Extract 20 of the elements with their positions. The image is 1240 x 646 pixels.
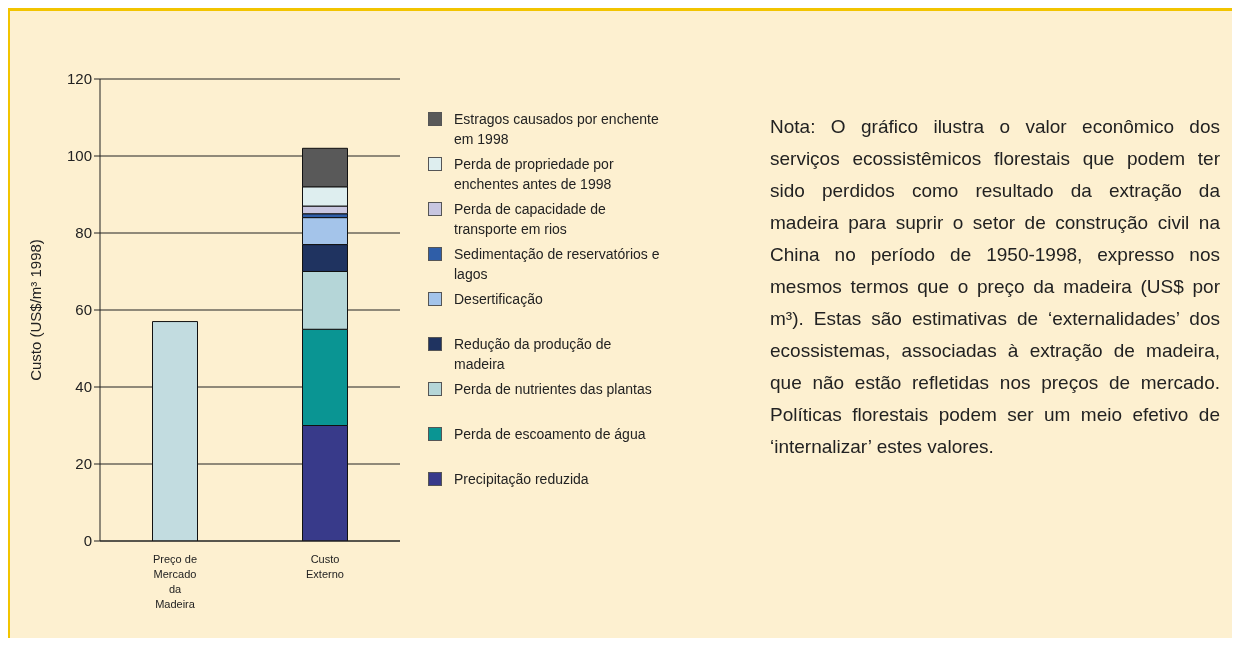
legend-label: Perda de capacidade de transporte em rios bbox=[454, 200, 607, 239]
legend-label: Perda de escoamento de água bbox=[454, 425, 647, 444]
legend-label: Redução da produção de madeira bbox=[454, 335, 613, 374]
legend-label: Estragos causados por enchente em 1998 bbox=[454, 110, 660, 149]
legend-label: Precipitação reduzida bbox=[454, 470, 590, 489]
y-tick-label: 60 bbox=[75, 301, 92, 319]
legend-label: Sedimentação de reservatórios e lagos bbox=[454, 245, 661, 284]
y-tick-label: 40 bbox=[75, 378, 92, 396]
y-tick-label: 120 bbox=[66, 70, 92, 88]
text: Nota: O gráfico ilustra o valor econômico dos serviços ecossistêmicos florestais que podem ter sido perdidos como resultado da extração da madeira para suprir o setor de construção civil na China no período de 1950-1998, expresso nos mesmos termos que o preço da madeira (US$ por m³). Estas são estimativas de ‘externalidades’ dos ecossistemas, associadas à extração de madeira, que não estão refletidas nos preços de mercado. Políticas florestais podem ser um meio efetivo de ‘internalizar’ estes valores. bbox=[770, 116, 1220, 457]
y-tick-label: 0 bbox=[83, 532, 92, 550]
x-tick-label: Preço de Mercado da Madeira bbox=[152, 552, 198, 610]
legend-label: Desertificação bbox=[454, 290, 544, 309]
y-axis-title: Custo (US$/m³ 1998) bbox=[27, 239, 45, 381]
y-tick-label: 20 bbox=[75, 455, 92, 473]
y-tick-label: 80 bbox=[75, 224, 92, 242]
y-tick-label: 100 bbox=[66, 147, 92, 165]
legend-label: Perda de nutrientes das plantas bbox=[454, 380, 653, 399]
x-tick-label: Custo Externo bbox=[306, 552, 344, 580]
legend-label: Perda de propriedade por enchentes antes de 1998 bbox=[454, 155, 615, 194]
